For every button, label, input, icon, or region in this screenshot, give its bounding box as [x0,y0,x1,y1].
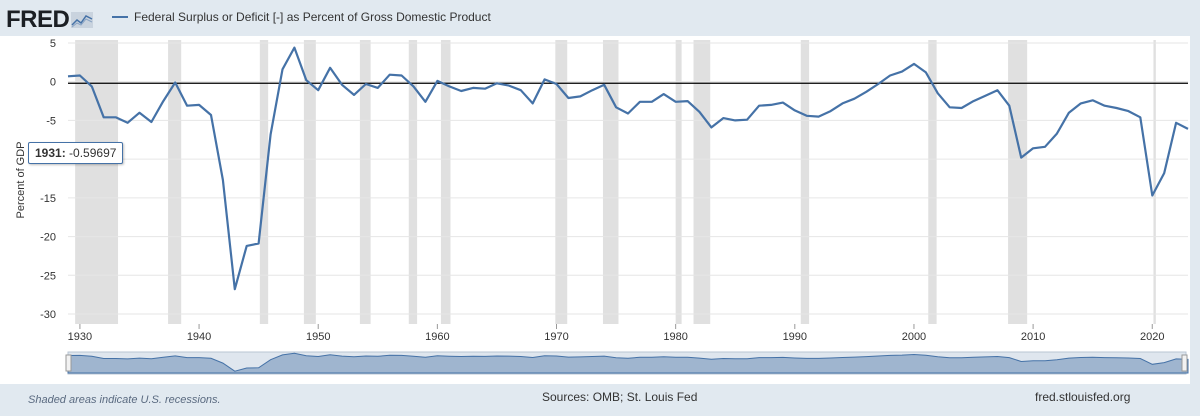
tooltip-value: -0.59697 [69,146,117,160]
y-axis-title: Percent of GDP [15,141,27,218]
x-tick-label: 1950 [306,331,330,343]
recession-band [440,40,451,324]
recession-band [303,40,316,324]
x-tick-label: 2020 [1140,331,1164,343]
x-tick-label: 1960 [425,331,449,343]
x-tick-label: 1930 [68,331,92,343]
series-layer [67,46,1189,291]
recession-band [693,40,711,324]
x-tick-label: 1940 [187,331,211,343]
recession-band [359,40,371,324]
navigator-handle-right[interactable] [1181,354,1188,372]
x-tick-label: 2000 [902,331,926,343]
recession-shading [75,40,1156,324]
legend-series-title: Federal Surplus or Deficit [-] as Percen… [134,10,491,24]
y-tick-label: -20 [40,232,56,244]
recession-band [168,40,182,324]
recession-band [259,40,269,324]
y-tick-label: 0 [50,77,56,89]
navigator-handle-left[interactable] [65,354,72,372]
sources-link[interactable]: Sources: OMB; St. Louis Fed [542,390,698,404]
x-tick-label: 2010 [1021,331,1045,343]
y-tick-label: -5 [46,115,56,127]
navigator-series-area [67,352,1189,374]
y-tick-label: 5 [50,38,56,50]
x-axis-ticks: 1930 1940 1950 1960 1970 1980 1990 2000 2010 2020 [68,324,1164,343]
range-navigator[interactable] [65,351,1189,375]
recession-note: Shaded areas indicate U.S. recessions. [28,394,221,406]
fred-logo[interactable]: FRED [6,6,94,34]
recession-band [1008,40,1028,324]
fred-graph-icon [71,12,94,28]
series-line[interactable] [67,46,1189,291]
legend-swatch [112,16,128,18]
recession-band [602,40,619,324]
tooltip-label: 1931: [35,146,66,160]
recession-band [75,40,119,324]
y-tick-label: -30 [40,309,56,321]
recession-band [555,40,568,324]
y-tick-label: -15 [40,193,56,205]
x-tick-label: 1980 [663,331,687,343]
recession-band [408,40,418,324]
fred-site-link[interactable]: fred.stlouisfed.org [1035,390,1131,404]
chart-header: FRED Federal Surplus or Deficit [-] as P… [0,0,1200,36]
recession-band [1153,40,1156,324]
recession-band [675,40,682,324]
recession-band [928,40,937,324]
recession-band [800,40,810,324]
y-tick-label: -25 [40,270,56,282]
gridlines [68,42,1188,315]
hover-tooltip: 1931: -0.59697 [28,142,124,164]
x-tick-label: 1970 [544,331,568,343]
x-tick-label: 1990 [783,331,807,343]
fred-logo-text: FRED [6,6,70,33]
chart-legend[interactable]: Federal Surplus or Deficit [-] as Percen… [112,10,491,24]
